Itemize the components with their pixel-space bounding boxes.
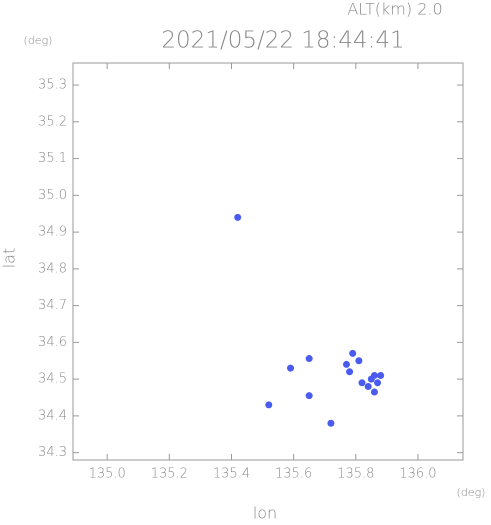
y-tick-label: 35.1 — [38, 151, 67, 166]
echo-point — [287, 364, 295, 372]
echo-point — [346, 368, 354, 376]
x-tick-label: 135.4 — [213, 467, 250, 482]
echo-point — [234, 213, 242, 221]
x-tick-label: 135.6 — [275, 467, 312, 482]
y-tick-label: 35.2 — [38, 114, 67, 129]
x-axis-label: lon — [253, 504, 277, 522]
echo-point — [364, 382, 372, 390]
x-tick-label: 136.0 — [399, 467, 436, 482]
x-tick-label: 135.0 — [89, 467, 126, 482]
y-tick-label: 35.3 — [38, 78, 67, 93]
y-tick-label: 34.5 — [38, 372, 67, 387]
echo-point — [305, 355, 313, 363]
x-tick-label: 135.2 — [151, 467, 188, 482]
y-tick-label: 35.0 — [38, 188, 67, 203]
y-tick-label: 34.8 — [38, 261, 67, 276]
echo-point — [305, 392, 313, 400]
y-tick-label: 34.6 — [38, 335, 67, 350]
y-tick-label: 34.3 — [38, 445, 67, 460]
echo-point — [377, 371, 385, 379]
y-tick-label: 34.7 — [38, 298, 67, 313]
plot-frame — [72, 62, 464, 461]
subtitle: ALT(km) 2.0 — [347, 0, 442, 19]
echo-point — [374, 379, 382, 387]
echo-point — [342, 360, 350, 368]
x-unit: (deg) — [457, 486, 486, 499]
echo-point — [327, 419, 335, 427]
x-tick-label: 135.8 — [337, 467, 374, 482]
echo-point — [358, 379, 366, 387]
y-tick-label: 34.9 — [38, 225, 67, 240]
echo-point — [370, 371, 378, 379]
chart-title: 2021/05/22 18:44:41 — [161, 28, 404, 54]
echo-point — [265, 401, 273, 409]
echo-point — [349, 349, 357, 357]
echo-point — [355, 357, 363, 365]
echo-point — [370, 388, 378, 396]
y-tick-label: 34.4 — [38, 408, 67, 423]
y-axis-label: lat — [0, 248, 19, 269]
y-unit: (deg) — [24, 34, 53, 47]
